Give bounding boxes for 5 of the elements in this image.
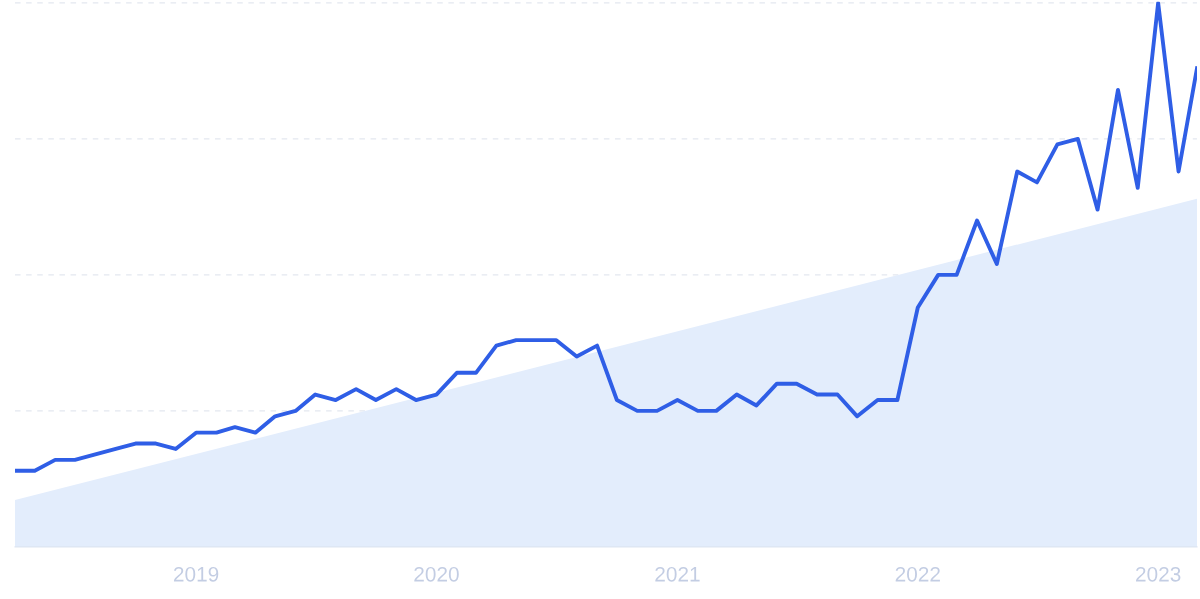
x-tick-label: 2019 — [173, 566, 219, 582]
x-tick-label: 2021 — [655, 566, 700, 582]
x-tick-label: 2022 — [895, 566, 940, 582]
x-tick-label: 2023 — [1136, 566, 1181, 582]
x-tick-label: 2020 — [414, 566, 459, 582]
